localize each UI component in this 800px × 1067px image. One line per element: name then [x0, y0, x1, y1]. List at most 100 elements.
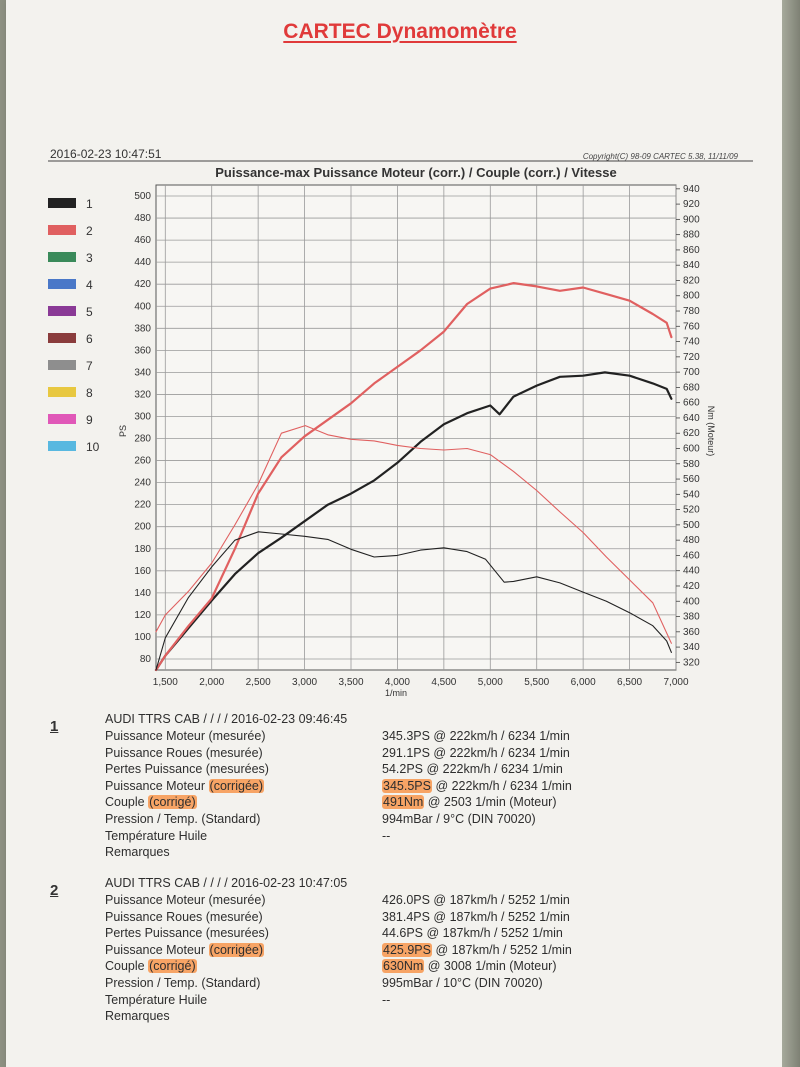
chart-legend: 1 2 3 4 5 6 7 8 9 10 [48, 197, 100, 454]
run-number: 2 [50, 882, 59, 899]
y2-tick-label: 740 [683, 337, 700, 348]
y-tick-label: 380 [134, 323, 151, 334]
legend-label-8: 8 [86, 386, 93, 400]
y2-tick-label: 940 [683, 184, 700, 195]
dyno-chart: 2016-02-23 10:47:51 Copyright(C) 98-09 CA… [48, 147, 753, 698]
result-label: Puissance Roues (mesurée) [105, 745, 263, 760]
legend-swatch-8 [48, 387, 76, 397]
y2-tick-label: 720 [683, 352, 700, 363]
result-value: 381.4PS @ 187km/h / 5252 1/min [382, 909, 570, 924]
legend-label-4: 4 [86, 278, 93, 292]
series-2-power-line [154, 282, 673, 672]
result-label: Puissance Roues (mesurée) [105, 909, 263, 924]
legend-label-5: 5 [86, 305, 93, 319]
legend-label-3: 3 [86, 251, 93, 265]
y2-tick-label: 360 [683, 627, 700, 638]
y2-tick-label: 560 [683, 474, 700, 485]
result-value: 995mBar / 10°C (DIN 70020) [382, 976, 543, 990]
x-tick-label: 2,500 [246, 677, 271, 688]
y2-tick-label: 860 [683, 245, 700, 256]
legend-label-10: 10 [86, 440, 100, 454]
highlight-marker: (corrigé) [148, 959, 197, 974]
y-tick-label: 460 [134, 235, 151, 246]
series-1-power-line [154, 371, 673, 672]
result-value: 425.9PS @ 187km/h / 5252 1/min [382, 942, 572, 957]
x-tick-label: 6,000 [571, 677, 596, 688]
x-tick-label: 5,500 [524, 677, 549, 688]
background-edge [782, 0, 800, 1067]
y2-tick-label: 500 [683, 520, 700, 531]
result-label: Remarques [105, 1009, 170, 1024]
y-tick-label: 500 [134, 191, 151, 202]
result-label: Puissance Moteur (mesurée) [105, 893, 266, 907]
x-tick-label: 1,500 [153, 677, 178, 688]
y2-tick-label: 580 [683, 459, 700, 470]
x-tick-label: 4,500 [431, 677, 456, 688]
y2-tick-label: 620 [683, 428, 700, 439]
result-value: 994mBar / 9°C (DIN 70020) [382, 812, 536, 826]
y-tick-label: 440 [134, 257, 151, 268]
y2-tick-label: 540 [683, 489, 700, 500]
run-number: 1 [50, 718, 59, 735]
series-2-torque-line [155, 425, 672, 644]
result-row: Puissance Moteur (mesurée) 426.0PS @ 187k… [0, 893, 800, 910]
highlight-marker: (corrigée) [208, 778, 265, 793]
x-tick-label: 3,000 [292, 677, 317, 688]
legend-swatch-7 [48, 360, 76, 370]
y-tick-label: 120 [134, 610, 151, 621]
result-label: Remarques [105, 845, 170, 860]
run-title: AUDI TTRS CAB / / / / 2016-02-23 10:47:0… [105, 876, 348, 890]
result-label: Puissance Moteur (corrigée) [105, 942, 265, 957]
legend-label-2: 2 [86, 224, 93, 238]
highlight-marker: (corrigée) [208, 942, 265, 957]
result-row: Température Huile -- [0, 829, 800, 846]
result-value: 345.3PS @ 222km/h / 6234 1/min [382, 729, 570, 743]
result-value: 426.0PS @ 187km/h / 5252 1/min [382, 893, 570, 907]
x-tick-label: 7,000 [663, 677, 688, 688]
y2-tick-label: 460 [683, 550, 700, 561]
result-row: Remarques [0, 845, 800, 862]
y-tick-label: 220 [134, 500, 151, 511]
y2-tick-label: 880 [683, 230, 700, 241]
result-value: -- [382, 828, 391, 843]
legend-label-9: 9 [86, 413, 93, 427]
y2-tick-label: 400 [683, 596, 700, 607]
result-label: Couple (corrigé) [105, 795, 197, 810]
result-row: Pression / Temp. (Standard) 994mBar / 9°C… [0, 812, 800, 829]
y-tick-label: 140 [134, 588, 151, 599]
chart-title: Puissance-max Puissance Moteur (corr.) /… [215, 165, 616, 180]
legend-swatch-9 [48, 414, 76, 424]
run-title: AUDI TTRS CAB / / / / 2016-02-23 09:46:4… [105, 712, 348, 726]
result-label: Puissance Moteur (corrigée) [105, 778, 265, 793]
result-label: Température Huile [105, 992, 208, 1007]
highlight-marker: 425.9PS [382, 942, 432, 957]
result-row: Puissance Moteur (corrigée) 425.9PS @ 187… [0, 942, 800, 960]
result-row: Remarques [0, 1009, 800, 1026]
y-tick-label: 80 [140, 654, 152, 665]
y-tick-label: 420 [134, 279, 151, 290]
x-tick-label: 6,500 [617, 677, 642, 688]
result-row: Couple (corrigé) 630Nm @ 3008 1/min (Mote… [0, 959, 800, 976]
result-label: Pertes Puissance (mesurées) [105, 926, 269, 941]
y2-tick-label: 820 [683, 275, 700, 286]
y-tick-label: 280 [134, 434, 151, 445]
result-row: Puissance Moteur (corrigée) 345.5PS @ 222… [0, 778, 800, 796]
result-row: Couple (corrigé) 491Nm @ 2503 1/min (Mote… [0, 795, 800, 812]
y-tick-label: 300 [134, 411, 151, 422]
y2-tick-label: 340 [683, 642, 700, 653]
result-value: 630Nm @ 3008 1/min (Moteur) [382, 959, 557, 974]
y2-tick-label: 840 [683, 260, 700, 271]
result-value: 54.2PS @ 222km/h / 6234 1/min [382, 762, 563, 777]
x-tick-label: 2,000 [199, 677, 224, 688]
y-tick-label: 320 [134, 389, 151, 400]
y2-tick-label: 660 [683, 398, 700, 409]
y2-tick-label: 760 [683, 321, 700, 332]
result-label: Pression / Temp. (Standard) [105, 812, 261, 826]
y2-tick-label: 800 [683, 291, 700, 302]
y-tick-label: 200 [134, 522, 151, 533]
y-tick-label: 260 [134, 456, 151, 467]
result-value: 291.1PS @ 222km/h / 6234 1/min [382, 745, 570, 760]
y2-tick-label: 520 [683, 505, 700, 516]
y2-tick-label: 640 [683, 413, 700, 424]
y2-tick-label: 600 [683, 444, 700, 455]
